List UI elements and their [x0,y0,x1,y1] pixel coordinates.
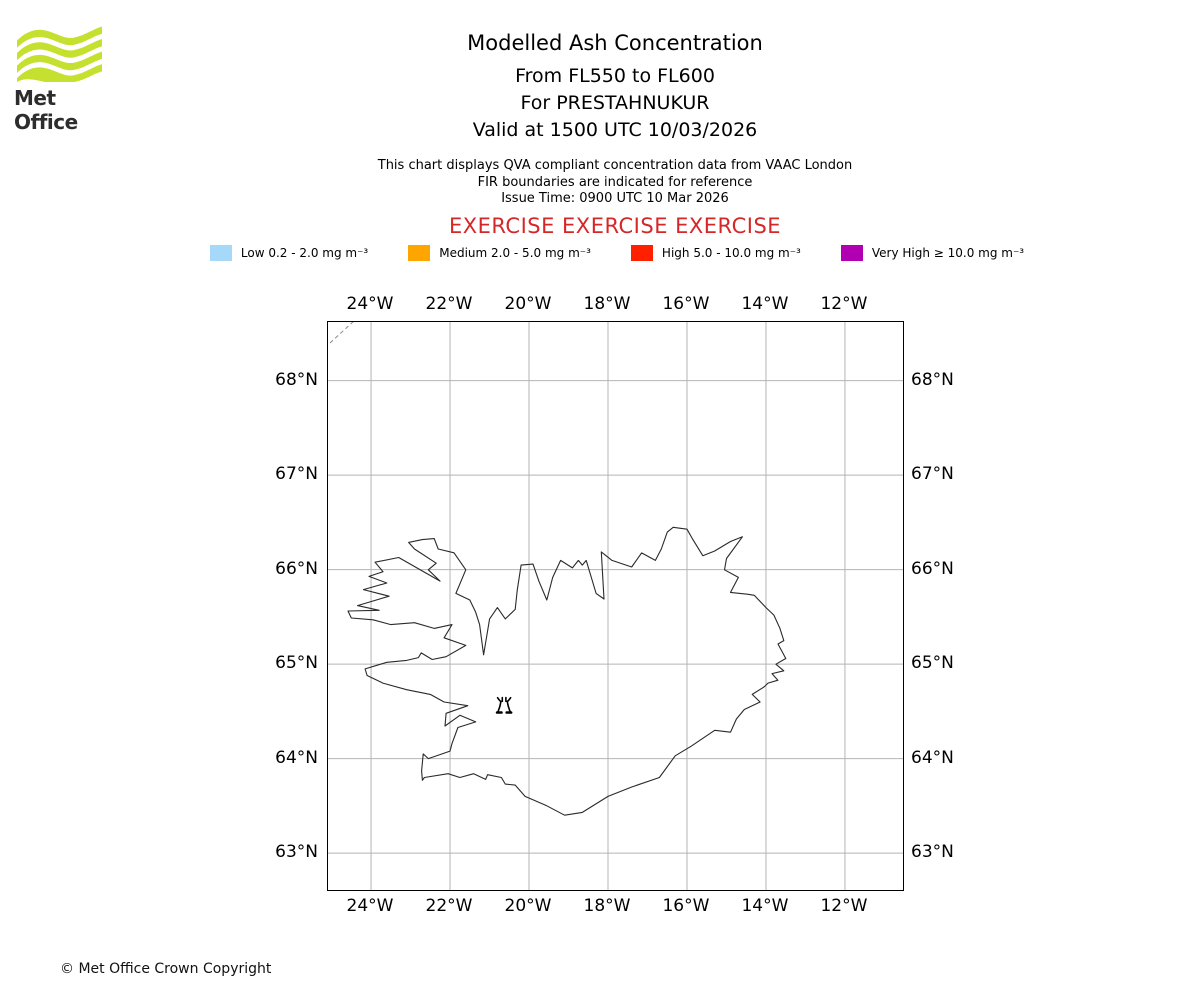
lon-tick-label-bottom: 24°W [346,896,394,916]
info-line-qva: This chart displays QVA compliant concen… [377,158,853,173]
subtitle-flight-levels: From FL550 to FL600 [515,65,715,87]
legend-swatch-icon [408,245,431,261]
lon-tick-label-bottom: 20°W [504,896,552,916]
concentration-legend: Low 0.2 - 2.0 mg m⁻³ Medium 2.0 - 5.0 mg … [32,243,1200,263]
iceland-coastline [347,526,787,816]
lat-tick-label-left: 66°N [275,558,318,579]
lat-tick-label-left: 67°N [275,464,318,485]
info-line-fir: FIR boundaries are indicated for referen… [477,174,753,190]
lat-tick-label-left: 64°N [275,747,318,768]
legend-label: Medium 2.0 - 5.0 mg m⁻³ [439,246,591,260]
lon-tick-label-bottom: 16°W [662,896,710,916]
lat-tick-label-left: 65°N [275,653,318,674]
legend-item-0: Low 0.2 - 2.0 mg m⁻³ [209,245,369,261]
lon-tick-label-top: 16°W [662,294,710,314]
lon-tick-label-top: 14°W [741,294,789,314]
lat-tick-label-left: 68°N [275,369,318,390]
legend-swatch-icon [630,245,653,261]
legend-label: High 5.0 - 10.0 mg m⁻³ [661,246,801,260]
legend-item-2: High 5.0 - 10.0 mg m⁻³ [630,245,801,261]
info-line-issue-time: Issue Time: 0900 UTC 10 Mar 2026 [501,191,729,206]
fir-boundary-line [329,322,354,344]
legend-item-1: Medium 2.0 - 5.0 mg m⁻³ [408,245,591,261]
lat-tick-label-right: 67°N [911,464,954,485]
exercise-banner: EXERCISE EXERCISE EXERCISE [448,214,782,238]
iceland-map [328,322,903,890]
chart-header: Modelled Ash Concentration From FL550 to… [30,31,1200,144]
met-office-logo: Met Office [14,26,124,134]
lon-tick-label-top: 18°W [583,294,631,314]
legend-swatch-icon [209,245,232,261]
volcano-marker-icon [495,696,513,714]
legend-item-3: Very High ≥ 10.0 mg m⁻³ [840,245,1025,261]
crown-copyright-notice: © Met Office Crown Copyright [60,961,272,977]
page-title: Modelled Ash Concentration [467,31,763,55]
legend-label: Low 0.2 - 2.0 mg m⁻³ [240,246,369,260]
lon-tick-label-bottom: 14°W [741,896,789,916]
lat-tick-label-right: 68°N [911,369,954,390]
subtitle-volcano-name: For PRESTAHNUKUR [520,92,710,114]
lon-tick-label-top: 20°W [504,294,552,314]
lat-tick-label-right: 63°N [911,842,954,863]
lat-tick-label-right: 66°N [911,558,954,579]
legend-swatch-icon [840,245,863,261]
lon-tick-label-top: 24°W [346,294,394,314]
lon-tick-label-top: 22°W [425,294,473,314]
chart-info-block: This chart displays QVA compliant concen… [30,158,1200,208]
met-office-logo-waves-icon [17,26,102,82]
subtitle-valid-time: Valid at 1500 UTC 10/03/2026 [472,119,758,141]
lat-tick-label-right: 64°N [911,747,954,768]
graticule-gridlines [328,322,903,890]
lon-tick-label-bottom: 18°W [583,896,631,916]
lat-tick-label-left: 63°N [275,842,318,863]
lat-tick-label-right: 65°N [911,653,954,674]
lon-tick-label-top: 12°W [820,294,868,314]
met-office-logo-text: Met Office [14,86,78,134]
map-frame [327,321,904,891]
legend-label: Very High ≥ 10.0 mg m⁻³ [871,246,1025,260]
lon-tick-label-bottom: 22°W [425,896,473,916]
lon-tick-label-bottom: 12°W [820,896,868,916]
